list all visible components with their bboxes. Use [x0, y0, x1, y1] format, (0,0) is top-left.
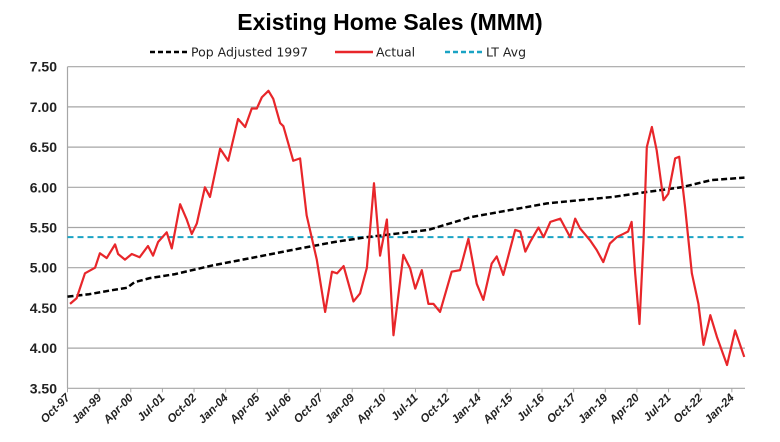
series-pop-adjusted-line — [67, 176, 745, 298]
series-actual-line — [69, 89, 746, 367]
x-tick-label: Jul-21 — [642, 392, 674, 424]
legend-label-lt-avg: LT Avg — [486, 45, 526, 60]
x-tick-label: Jan-09 — [323, 392, 358, 427]
x-tick-label: Jan-99 — [70, 392, 105, 427]
x-tick-label: Apr-05 — [227, 392, 262, 427]
y-tick-label: 6.50 — [30, 139, 57, 155]
chart-title: Existing Home Sales (MMM) — [237, 9, 542, 35]
y-tick-label: 7.00 — [30, 99, 57, 115]
x-tick-label: Jan-14 — [450, 392, 485, 427]
x-tick-label: Oct-17 — [545, 392, 579, 426]
x-tick-label: Jul-16 — [515, 392, 547, 424]
x-tick-label: Jan-19 — [576, 392, 611, 427]
x-tick-label: Jul-01 — [136, 392, 168, 424]
x-tick-label: Apr-20 — [607, 392, 642, 427]
x-tick-label: Jul-06 — [262, 392, 294, 424]
x-tick-label: Apr-10 — [354, 392, 389, 427]
y-tick-label: 6.00 — [30, 179, 57, 195]
y-tick-label: 7.50 — [30, 59, 57, 75]
x-tick-label: Apr-00 — [101, 392, 136, 427]
x-tick-label: Oct-97 — [39, 392, 73, 426]
legend-actual: Actual — [335, 45, 415, 60]
x-tick-label: Oct-02 — [165, 392, 199, 426]
x-tick-label: Oct-12 — [418, 392, 452, 426]
x-tick-label: Oct-22 — [672, 392, 706, 426]
y-tick-label: 5.00 — [30, 260, 57, 276]
y-tick-label: 4.00 — [30, 340, 57, 356]
y-tick-label: 4.50 — [30, 300, 57, 316]
x-tick-label: Apr-15 — [481, 392, 516, 427]
x-tick-label: Oct-07 — [292, 392, 326, 426]
x-tick-label: Jul-11 — [389, 392, 420, 423]
legend-lt-avg: LT Avg — [445, 45, 526, 60]
legend-label-pop-adjusted: Pop Adjusted 1997 — [191, 45, 308, 60]
legend-label-actual: Actual — [376, 45, 415, 60]
x-tick-label: Jan-04 — [197, 392, 232, 427]
legend: Pop Adjusted 1997 — [150, 45, 308, 60]
x-tick-label: Jan-24 — [703, 392, 738, 427]
y-tick-label: 3.50 — [30, 380, 57, 396]
y-tick-label: 5.50 — [30, 220, 57, 236]
